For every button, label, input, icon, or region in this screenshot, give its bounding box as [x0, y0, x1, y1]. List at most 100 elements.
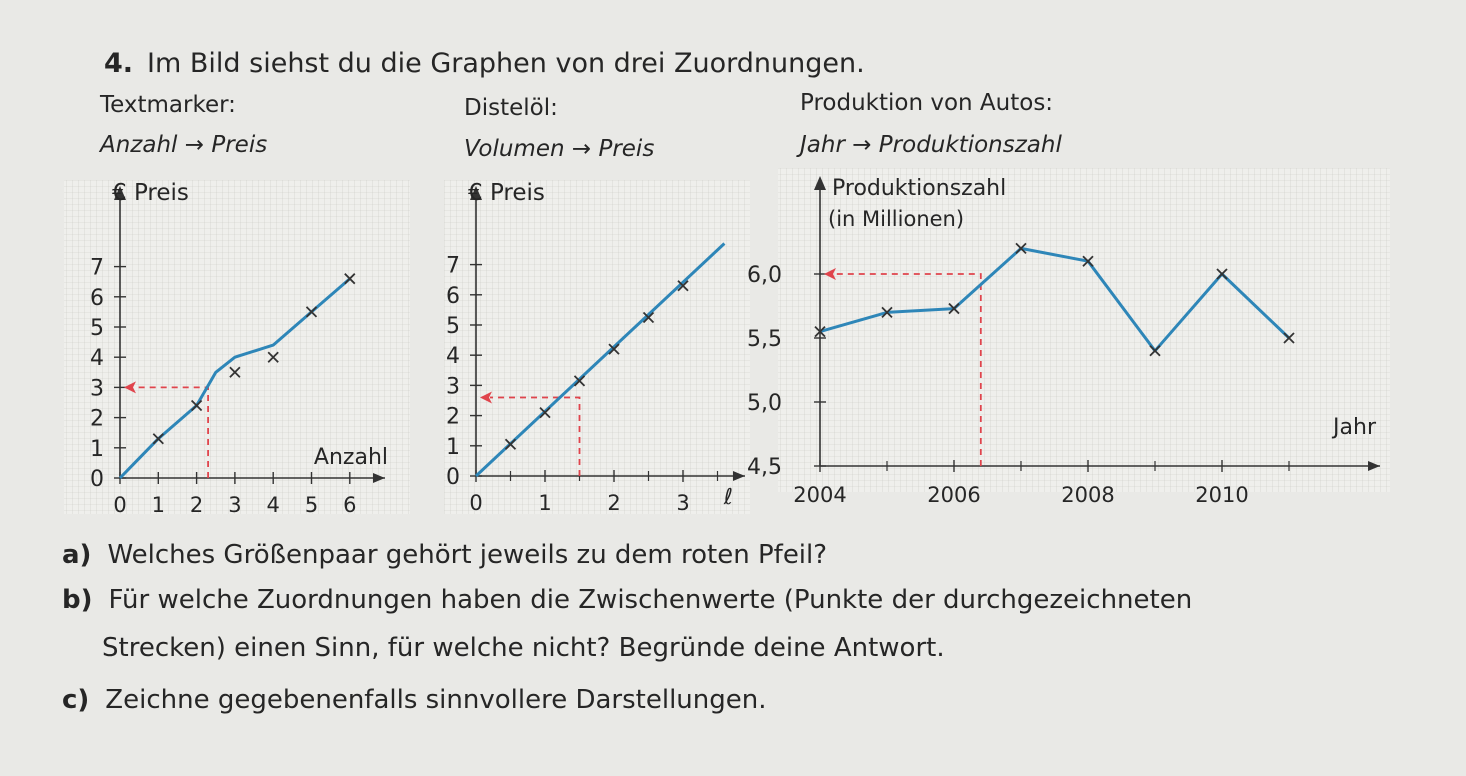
header-autos: Produktion von Autos:: [800, 90, 1054, 116]
data-point: [1216, 268, 1228, 280]
y-tick-label: 4,5: [747, 455, 782, 480]
question-a: a) Welches Größenpaar gehört jeweils zu d…: [62, 540, 827, 570]
data-point: [608, 343, 620, 355]
y-tick-label: 7: [90, 256, 104, 281]
data-point: [504, 438, 517, 450]
y-tick-label: 5,5: [747, 327, 782, 352]
y-axis-label: Produktionszahl: [832, 176, 1006, 201]
data-point: [152, 433, 164, 445]
question-label: b): [62, 585, 93, 615]
series-line: [819, 246, 1291, 353]
data-point: [814, 325, 826, 338]
x-tick-label: 1: [538, 491, 551, 515]
y-tick-label: 3: [446, 374, 460, 399]
question-label: c): [62, 685, 90, 715]
red-arrow-head: [824, 268, 836, 280]
y-tick-label: 2: [446, 405, 460, 430]
x-tick-label: 2006: [927, 483, 980, 507]
question-text: Strecken) einen Sinn, für welche nicht? …: [102, 633, 945, 663]
x-tick-label: 0: [113, 493, 126, 517]
y-tick-label: 1: [446, 435, 460, 460]
x-axis-label: Anzahl: [314, 445, 388, 470]
y-tick-label: 5,0: [747, 391, 782, 416]
x-tick-label: 6: [343, 493, 356, 517]
question-c: c) Zeichne gegebenenfalls sinnvollere Dar…: [62, 685, 767, 715]
y-tick-label: 0: [90, 467, 104, 492]
data-point: [573, 375, 586, 387]
x-tick-label: 3: [228, 493, 241, 517]
y-tick-label: 1: [90, 437, 104, 462]
y-axis-arrow: [814, 176, 826, 190]
x-axis-arrow: [1368, 461, 1380, 471]
y-tick-label: 4: [90, 346, 104, 371]
mapping-autos: Jahr → Produktionszahl: [800, 132, 1062, 158]
x-tick-label: 2: [607, 491, 620, 515]
data-point: [344, 273, 356, 285]
chart-distelol: 0 1 2 3 4 5 6 7 0 1 2 3 € Preis ℓ: [446, 180, 745, 515]
header-distelol: Distelöl:: [464, 95, 558, 121]
grid-panel-3: [778, 168, 1390, 492]
x-axis-arrow: [373, 473, 385, 483]
chart-autos: 4,5 5,0 5,5 6,0 2004 2006 2008 2010 Produktionsz…: [747, 176, 1380, 507]
x-tick-label: 2: [190, 493, 203, 517]
data-point: [267, 351, 279, 363]
chart-textmarker: 0 1 2 3 4 5 6 7 0 1 2 3 4 5 6 € Preis Anzahl: [90, 180, 388, 517]
y-tick-label: 5: [90, 316, 104, 341]
x-tick-label: 0: [469, 491, 482, 515]
x-tick-label: 3: [676, 491, 689, 515]
task-title-text: Im Bild siehst du die Graphen von drei Z…: [147, 48, 865, 79]
mapping-distelol: Volumen → Preis: [464, 136, 655, 162]
data-point: [881, 306, 893, 319]
y-tick-label: 7: [446, 254, 460, 279]
question-label: a): [62, 540, 92, 570]
data-point: [1082, 255, 1094, 267]
data-point: [642, 311, 655, 324]
data-point: [190, 399, 203, 412]
y-tick-label: 6: [446, 284, 460, 309]
red-arrow-line: [490, 396, 581, 476]
y-tick-label: 0: [446, 465, 460, 490]
y-axis-label-unit: (in Millionen): [828, 207, 964, 231]
x-tick-label: 2008: [1061, 483, 1114, 507]
data-point: [1149, 345, 1161, 357]
y-tick-label: 3: [90, 376, 104, 401]
x-axis-label: ℓ: [723, 485, 733, 510]
data-point: [948, 302, 960, 315]
question-b: b) Für welche Zuordnungen haben die Zwisc…: [62, 585, 1192, 615]
data-point: [677, 280, 689, 292]
x-tick-label: 2010: [1195, 483, 1248, 507]
red-arrow-line: [834, 273, 982, 466]
y-tick-label: 4: [446, 344, 460, 369]
data-point: [1283, 332, 1295, 344]
x-axis-arrow: [733, 471, 745, 481]
x-tick-label: 1: [152, 493, 165, 517]
series-line: [474, 242, 726, 478]
task-number: 4.: [104, 48, 134, 79]
task-title: 4. Im Bild siehst du die Graphen von drei…: [104, 48, 865, 79]
grid-panel-1: [64, 180, 410, 514]
data-point: [539, 406, 551, 419]
x-tick-label: 5: [305, 493, 318, 517]
data-point: [229, 366, 241, 378]
y-axis-arrow: [470, 186, 482, 200]
y-axis-arrow: [114, 186, 126, 200]
question-b-continued: Strecken) einen Sinn, für welche nicht? …: [102, 633, 945, 663]
y-axis-label: € Preis: [468, 180, 545, 206]
x-tick-label: 2004: [793, 483, 846, 507]
red-arrow-head: [124, 381, 136, 394]
x-tick-label: 4: [267, 493, 280, 517]
series-line: [118, 277, 351, 480]
y-tick-label: 2: [90, 407, 104, 432]
y-tick-label: 6,0: [747, 263, 782, 288]
mapping-textmarker: Anzahl → Preis: [100, 132, 268, 158]
question-text: Für welche Zuordnungen haben die Zwische…: [108, 585, 1193, 615]
y-tick-label: 6: [90, 286, 104, 311]
header-textmarker: Textmarker:: [100, 92, 236, 118]
y-axis-label: € Preis: [112, 180, 189, 206]
data-point: [1015, 242, 1027, 255]
y-tick-label: 5: [446, 314, 460, 339]
x-axis-label: Jahr: [1331, 415, 1377, 440]
red-arrow-head: [480, 391, 492, 404]
question-text: Zeichne gegebenenfalls sinnvollere Darst…: [105, 685, 767, 715]
